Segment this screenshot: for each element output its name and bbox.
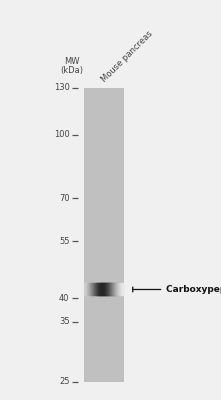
Bar xyxy=(89,284,90,296)
Bar xyxy=(96,284,97,296)
Bar xyxy=(111,284,112,296)
Bar xyxy=(118,284,119,296)
Text: 70: 70 xyxy=(59,194,70,203)
Bar xyxy=(90,284,91,296)
Bar xyxy=(111,284,112,296)
Bar xyxy=(115,284,116,296)
Bar xyxy=(102,284,103,296)
Bar xyxy=(85,284,86,296)
Bar xyxy=(107,284,108,296)
Bar xyxy=(121,284,122,296)
Bar xyxy=(119,284,120,296)
Bar xyxy=(97,284,98,296)
Bar xyxy=(113,284,114,296)
Bar xyxy=(117,284,118,296)
Bar xyxy=(86,284,87,296)
Bar xyxy=(110,284,111,296)
Bar xyxy=(99,284,100,296)
Bar xyxy=(92,284,93,296)
Bar xyxy=(105,284,106,296)
Bar xyxy=(98,284,99,296)
Bar xyxy=(101,284,102,296)
Bar xyxy=(108,284,109,296)
Bar xyxy=(115,284,116,296)
Bar xyxy=(112,284,113,296)
Text: 55: 55 xyxy=(59,237,70,246)
Bar xyxy=(117,284,118,296)
Bar xyxy=(102,284,103,296)
Bar xyxy=(96,284,97,296)
Bar xyxy=(120,284,121,296)
Bar xyxy=(94,284,95,296)
Bar xyxy=(113,284,114,296)
Bar xyxy=(116,284,117,296)
Bar xyxy=(114,284,115,296)
Bar xyxy=(104,284,105,296)
Bar xyxy=(103,284,104,296)
Bar xyxy=(108,284,109,296)
Bar xyxy=(84,88,124,382)
Bar xyxy=(122,284,123,296)
Bar xyxy=(86,284,87,296)
Text: 100: 100 xyxy=(54,130,70,139)
Bar xyxy=(95,284,96,296)
Bar xyxy=(100,284,101,296)
Bar xyxy=(87,284,88,296)
Bar xyxy=(103,284,104,296)
Bar xyxy=(122,284,123,296)
Bar xyxy=(93,284,94,296)
Bar xyxy=(90,284,91,296)
Bar xyxy=(88,284,89,296)
Text: Carboxypeptidase B: Carboxypeptidase B xyxy=(166,285,221,294)
Bar xyxy=(121,284,122,296)
Bar xyxy=(99,284,100,296)
Bar xyxy=(91,284,92,296)
Bar xyxy=(119,284,120,296)
Bar xyxy=(87,284,88,296)
Bar xyxy=(89,284,90,296)
Bar xyxy=(110,284,111,296)
Bar xyxy=(98,284,99,296)
Bar xyxy=(109,284,110,296)
Bar xyxy=(109,284,110,296)
Bar xyxy=(107,284,108,296)
Bar xyxy=(101,284,102,296)
Bar xyxy=(100,284,101,296)
Text: 35: 35 xyxy=(59,318,70,326)
Text: 40: 40 xyxy=(59,294,70,303)
Text: MW: MW xyxy=(64,57,80,66)
Text: Mouse pancreas: Mouse pancreas xyxy=(100,29,155,84)
Bar xyxy=(94,284,95,296)
Text: 130: 130 xyxy=(54,84,70,92)
Bar xyxy=(118,284,119,296)
Bar xyxy=(88,284,89,296)
Text: 25: 25 xyxy=(59,378,70,386)
Bar xyxy=(105,284,106,296)
Bar xyxy=(97,284,98,296)
Bar xyxy=(85,284,86,296)
Bar xyxy=(116,284,117,296)
Text: (kDa): (kDa) xyxy=(60,66,83,75)
Bar xyxy=(93,284,94,296)
Bar xyxy=(95,284,96,296)
Bar xyxy=(120,284,121,296)
Bar xyxy=(114,284,115,296)
Bar xyxy=(106,284,107,296)
Bar xyxy=(106,284,107,296)
